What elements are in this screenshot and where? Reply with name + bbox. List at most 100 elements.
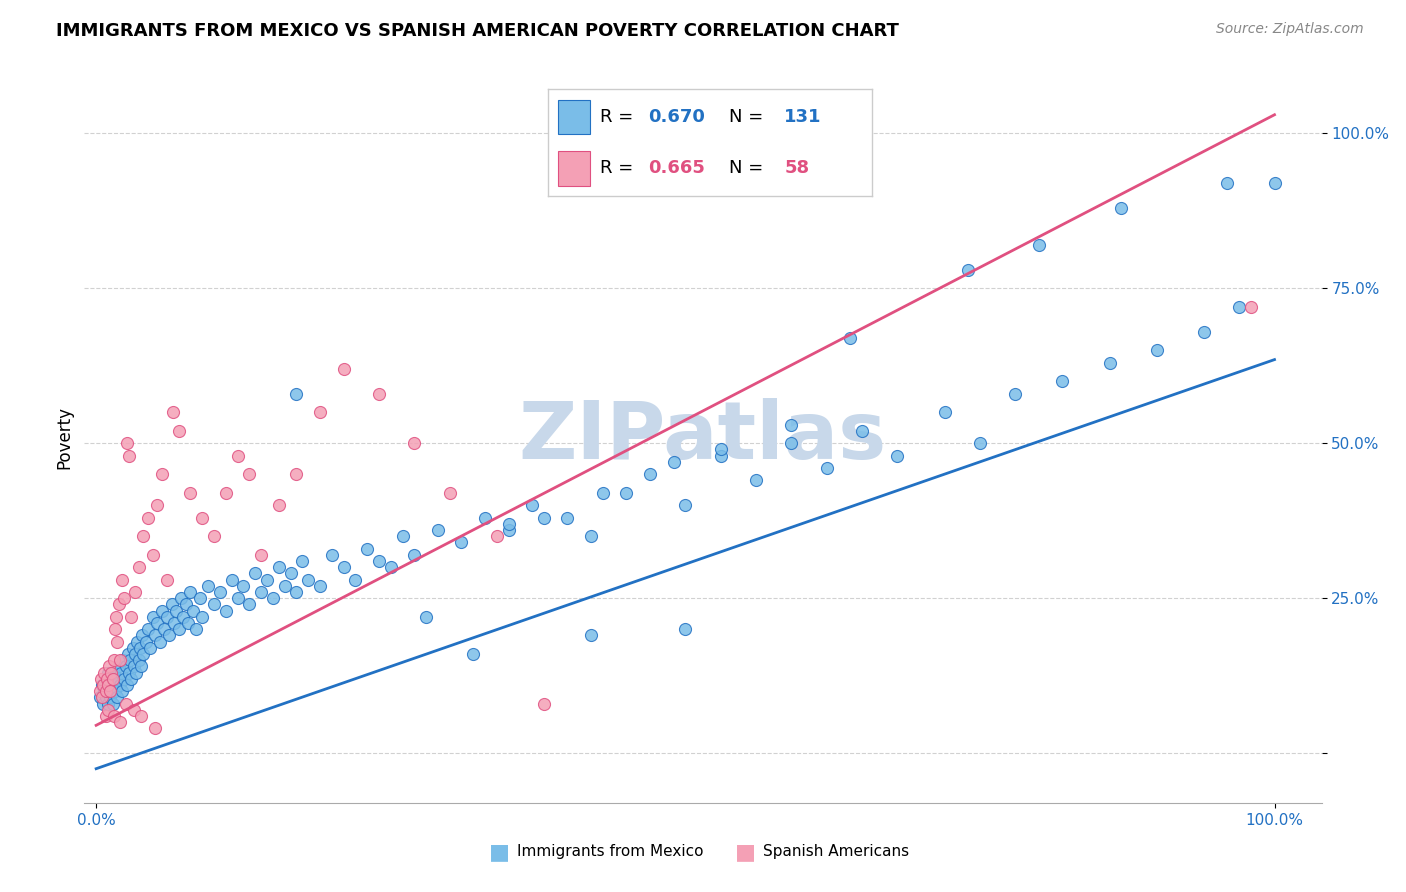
- Point: [115, 678, 138, 692]
- Point: [181, 604, 204, 618]
- Point: [616, 486, 638, 500]
- Point: [1263, 176, 1285, 190]
- Point: [780, 436, 803, 450]
- Point: [1004, 386, 1026, 401]
- Point: [188, 591, 211, 606]
- Point: [172, 610, 194, 624]
- Point: [780, 417, 803, 432]
- Point: [105, 634, 128, 648]
- Point: [97, 678, 120, 692]
- Point: [356, 541, 378, 556]
- Point: [149, 634, 172, 648]
- Point: [579, 628, 602, 642]
- Text: ■: ■: [489, 842, 509, 862]
- Point: [344, 573, 367, 587]
- Point: [110, 665, 132, 680]
- Point: [285, 467, 308, 482]
- Point: [128, 560, 150, 574]
- Point: [105, 690, 128, 705]
- Point: [186, 622, 208, 636]
- Point: [107, 598, 129, 612]
- Point: [127, 634, 149, 648]
- Point: [94, 709, 117, 723]
- Point: [103, 653, 125, 667]
- Point: [250, 585, 273, 599]
- Point: [101, 672, 124, 686]
- Point: [128, 653, 150, 667]
- Point: [579, 529, 602, 543]
- Point: [839, 331, 862, 345]
- Text: Source: ZipAtlas.com: Source: ZipAtlas.com: [1216, 22, 1364, 37]
- Point: [267, 498, 290, 512]
- Point: [122, 659, 145, 673]
- Point: [98, 690, 121, 705]
- Point: [108, 678, 131, 692]
- Point: [474, 510, 496, 524]
- Point: [143, 722, 166, 736]
- Point: [100, 665, 122, 680]
- Point: [426, 523, 449, 537]
- Point: [136, 622, 159, 636]
- Point: [673, 622, 696, 636]
- Point: [673, 498, 696, 512]
- Point: [297, 573, 319, 587]
- Point: [662, 455, 685, 469]
- Point: [520, 498, 543, 512]
- Point: [197, 579, 219, 593]
- Point: [91, 678, 114, 692]
- Point: [332, 362, 354, 376]
- Point: [112, 672, 135, 686]
- Point: [90, 672, 112, 686]
- Text: IMMIGRANTS FROM MEXICO VS SPANISH AMERICAN POVERTY CORRELATION CHART: IMMIGRANTS FROM MEXICO VS SPANISH AMERIC…: [56, 22, 898, 40]
- Text: Spanish Americans: Spanish Americans: [763, 845, 910, 859]
- Point: [285, 585, 308, 599]
- Text: ■: ■: [735, 842, 755, 862]
- Point: [1227, 300, 1250, 314]
- Point: [98, 684, 121, 698]
- Point: [167, 622, 190, 636]
- Point: [226, 449, 249, 463]
- Point: [100, 672, 122, 686]
- Point: [96, 678, 118, 692]
- Point: [557, 510, 579, 524]
- Point: [121, 640, 143, 655]
- Point: [638, 467, 661, 482]
- Point: [91, 678, 114, 692]
- Point: [404, 548, 426, 562]
- Point: [215, 486, 238, 500]
- Point: [129, 709, 152, 723]
- Point: [94, 690, 117, 705]
- Point: [191, 610, 214, 624]
- Point: [111, 573, 134, 587]
- Point: [179, 486, 201, 500]
- Point: [886, 449, 908, 463]
- Point: [111, 684, 134, 698]
- Point: [91, 697, 114, 711]
- Point: [156, 573, 179, 587]
- Text: 131: 131: [785, 108, 823, 126]
- Point: [162, 405, 184, 419]
- Point: [117, 647, 139, 661]
- Point: [309, 405, 332, 419]
- Point: [273, 579, 295, 593]
- Point: [1146, 343, 1168, 358]
- Bar: [558, 100, 591, 134]
- Point: [108, 715, 131, 730]
- Text: 0.665: 0.665: [648, 160, 706, 178]
- Point: [122, 703, 145, 717]
- Point: [710, 449, 733, 463]
- Point: [202, 598, 225, 612]
- Point: [118, 665, 141, 680]
- Point: [139, 640, 162, 655]
- Point: [368, 386, 391, 401]
- Point: [98, 659, 121, 673]
- Point: [745, 474, 768, 488]
- Point: [256, 573, 278, 587]
- Point: [112, 591, 135, 606]
- Point: [156, 610, 179, 624]
- Point: [1052, 374, 1074, 388]
- Point: [1192, 325, 1215, 339]
- Point: [128, 640, 150, 655]
- Point: [1240, 300, 1263, 314]
- Point: [533, 697, 555, 711]
